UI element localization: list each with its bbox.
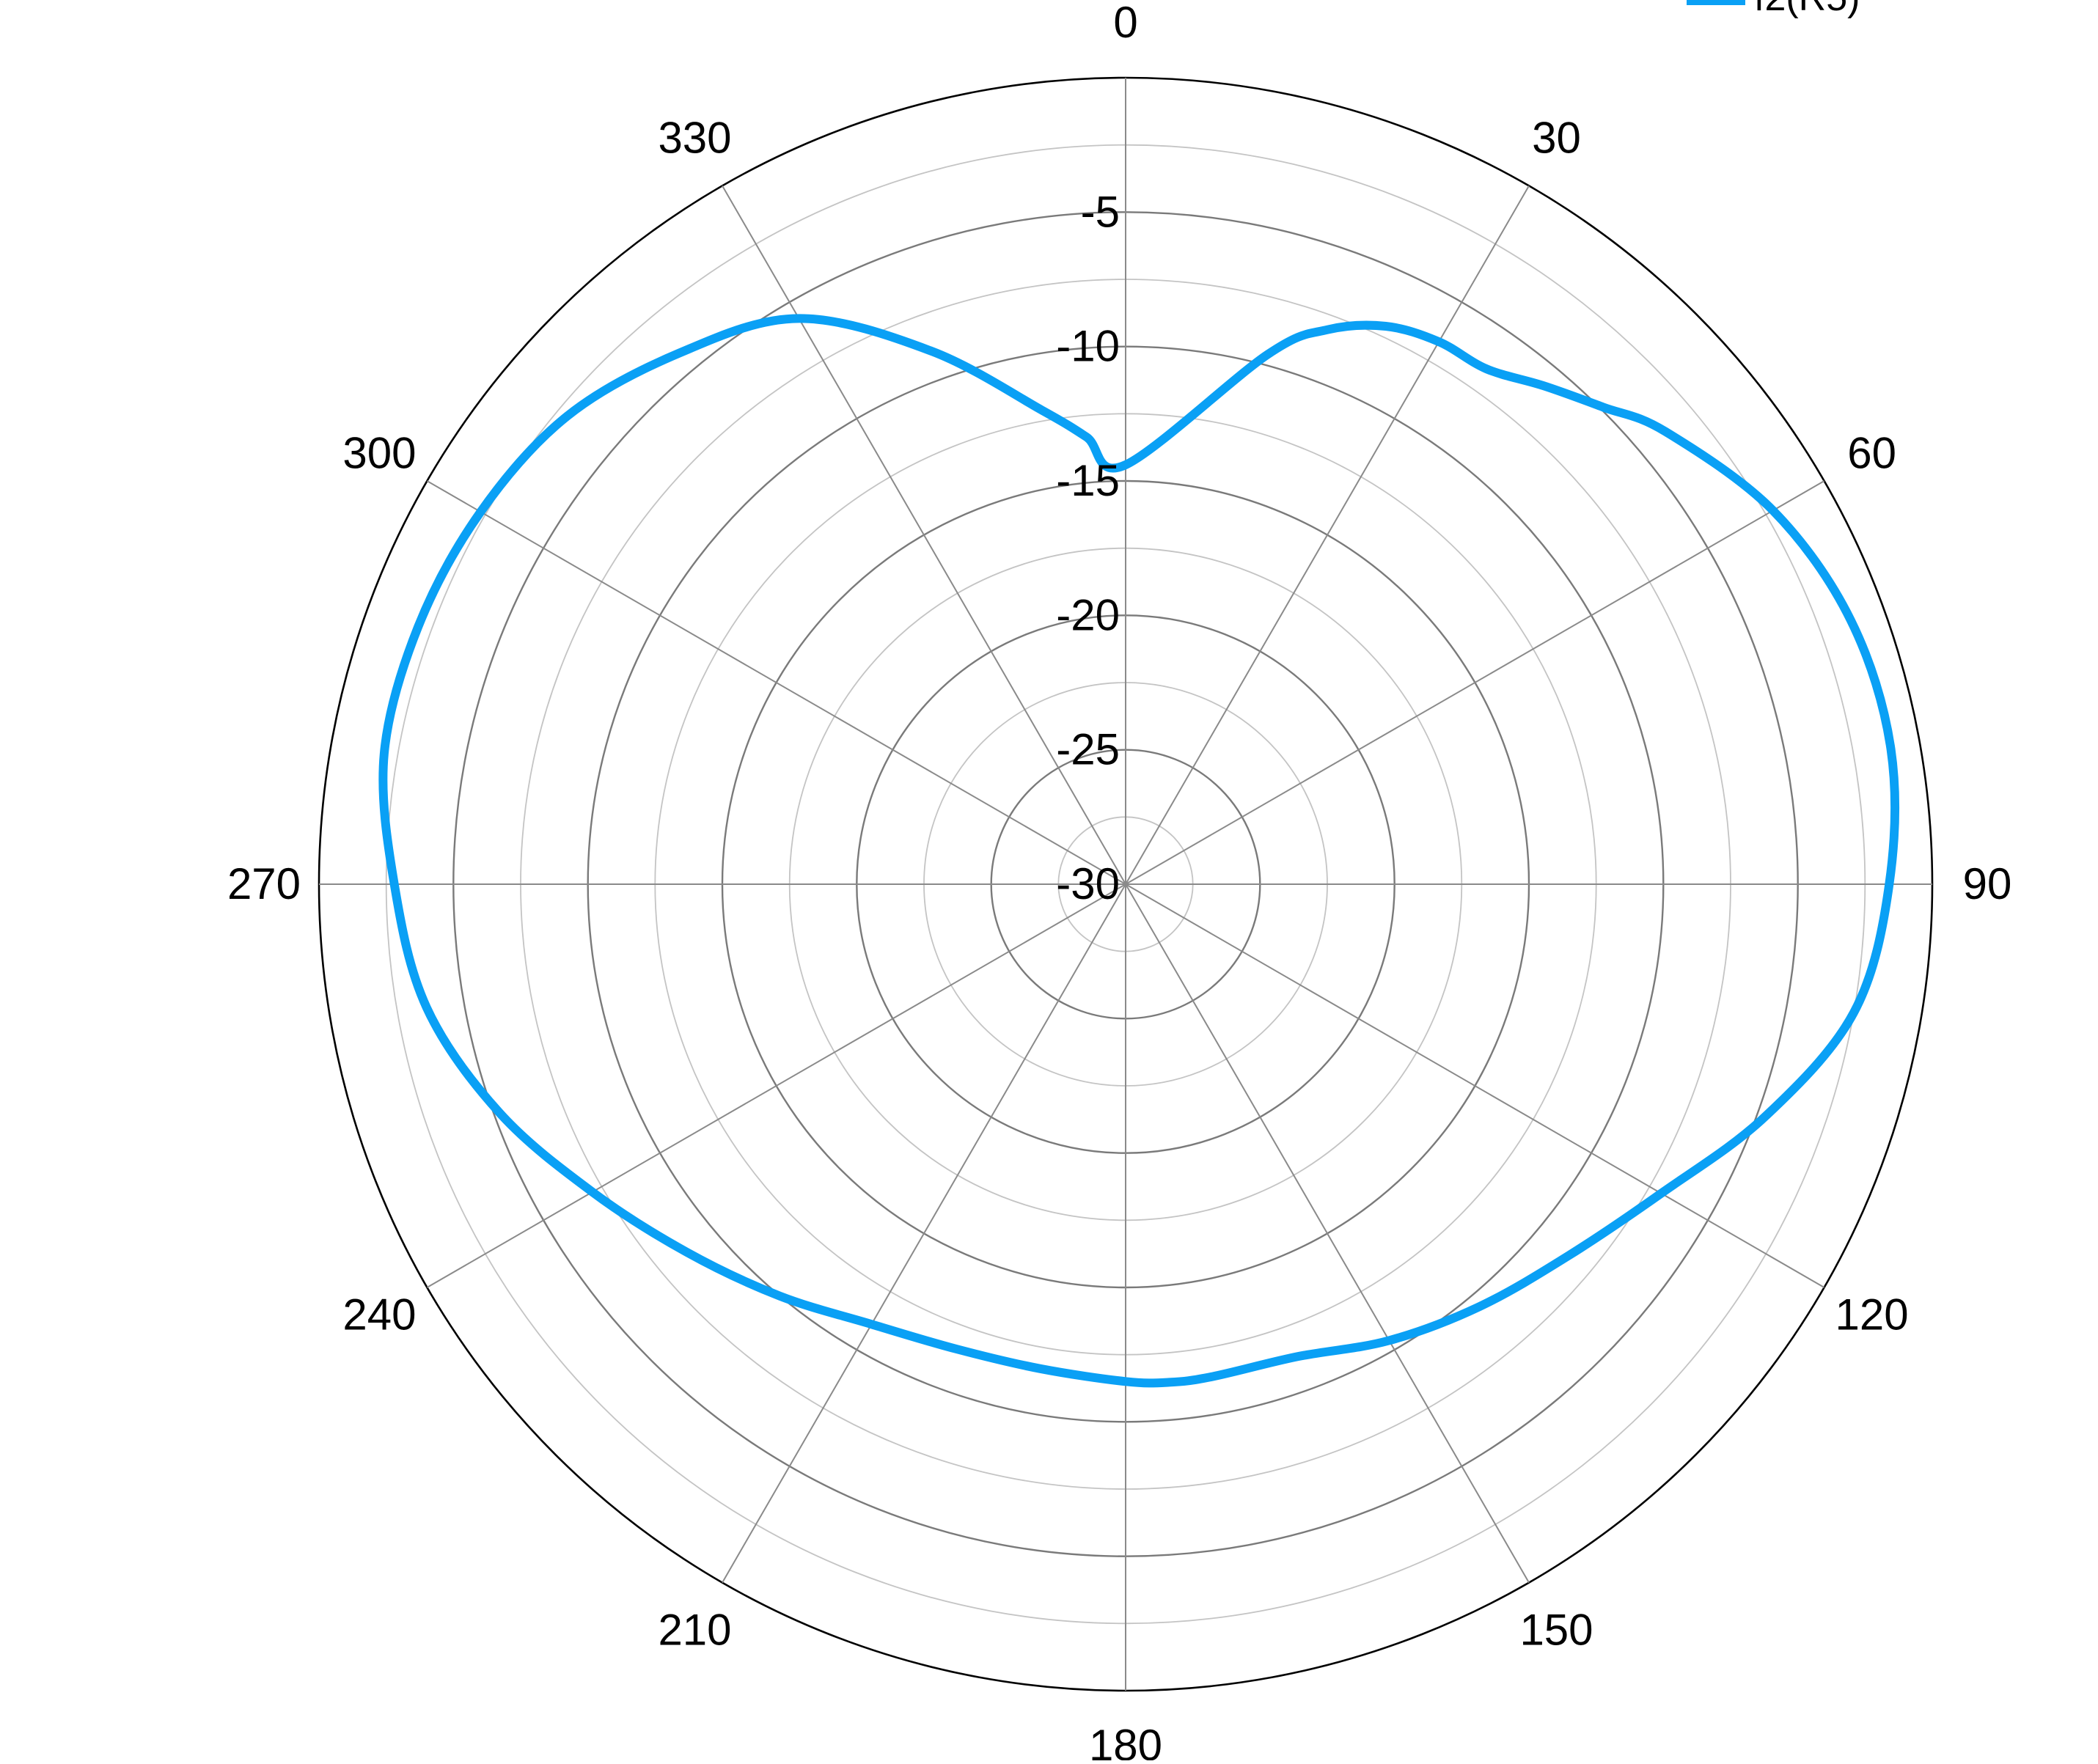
radial-tick-label: -5 — [1081, 187, 1120, 236]
angle-tick-label: 60 — [1847, 429, 1896, 478]
angle-tick-label: 210 — [658, 1606, 731, 1655]
spoke-330 — [722, 185, 1126, 885]
spoke-150 — [1125, 883, 1530, 1584]
spoke-300 — [426, 480, 1126, 885]
angle-tick-label: 0 — [1113, 0, 1137, 47]
angle-tick-label: 90 — [1963, 859, 2012, 908]
angle-tick-label: 180 — [1089, 1721, 1162, 1760]
angle-tick-label: 30 — [1532, 113, 1581, 162]
angle-tick-label: 240 — [342, 1290, 416, 1339]
radial-tick-label: -10 — [1056, 322, 1120, 371]
angle-tick-label: 300 — [342, 429, 416, 478]
radial-tick-label: -20 — [1056, 590, 1120, 639]
angle-tick-label: 120 — [1835, 1290, 1909, 1339]
angular-tick-labels: 0 30 60 90 120 150 180 210 240 270 300 330 — [227, 0, 2012, 1764]
angular-spokes — [319, 78, 1932, 1691]
spoke-30 — [1125, 185, 1530, 885]
legend-label-f2-r5: f2(R5) — [1754, 0, 1860, 19]
radial-tick-label: -25 — [1056, 725, 1120, 774]
spoke-210 — [722, 883, 1126, 1584]
angle-tick-label: 150 — [1519, 1606, 1593, 1655]
radial-tick-label: -30 — [1056, 859, 1120, 908]
series-layer — [378, 314, 1900, 1388]
radial-tick-label: -15 — [1056, 456, 1120, 505]
legend: f2(R5) — [1687, 0, 1860, 19]
angle-tick-label: 330 — [658, 113, 731, 162]
spoke-120 — [1125, 883, 1825, 1288]
spoke-60 — [1125, 480, 1825, 885]
radial-tick-labels: -30 -25 -20 -15 -10 -5 — [1056, 187, 1120, 908]
angle-tick-label: 270 — [227, 859, 301, 908]
spoke-240 — [426, 883, 1126, 1288]
series-line-f2-r5 — [378, 314, 1900, 1388]
